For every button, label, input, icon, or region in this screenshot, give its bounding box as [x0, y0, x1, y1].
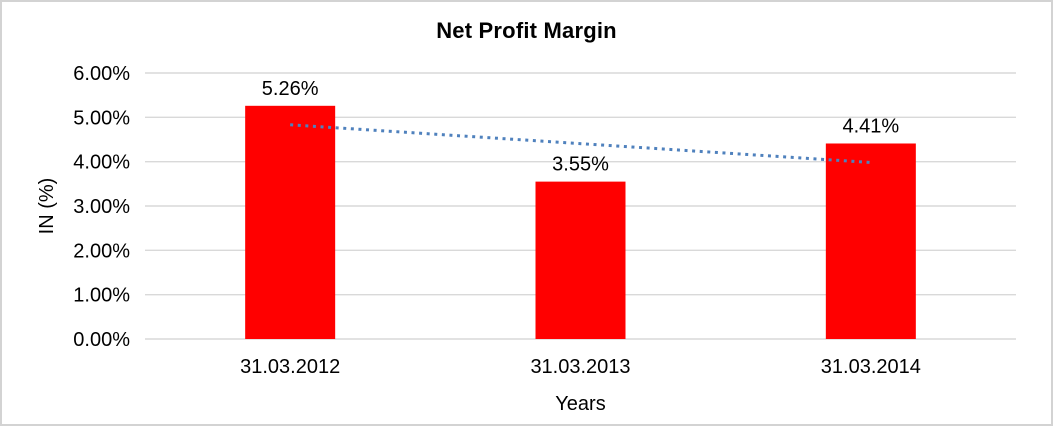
y-tick-label: 3.00% — [73, 196, 130, 218]
bar-data-label: 5.26% — [262, 78, 319, 100]
bar — [245, 105, 336, 339]
trendline — [290, 123, 871, 164]
y-tick-label: 2.00% — [73, 240, 130, 262]
y-tick-label: 1.00% — [73, 285, 130, 307]
y-tick-label: 6.00% — [73, 63, 130, 85]
chart-title: Net Profit Margin — [436, 18, 617, 43]
x-tick-label: 31.03.2013 — [530, 356, 630, 378]
x-axis-title: Years — [555, 393, 605, 415]
x-tick-label: 31.03.2012 — [240, 356, 340, 378]
bar — [825, 143, 916, 339]
y-tick-label: 0.00% — [73, 329, 130, 351]
y-axis-title: IN (%) — [36, 178, 58, 235]
bar-data-label: 4.41% — [842, 115, 899, 137]
y-tick-label: 5.00% — [73, 107, 130, 129]
bar — [535, 181, 626, 339]
bar-data-label: 3.55% — [552, 154, 609, 176]
x-tick-label: 31.03.2014 — [821, 356, 921, 378]
y-tick-label: 4.00% — [73, 152, 130, 174]
